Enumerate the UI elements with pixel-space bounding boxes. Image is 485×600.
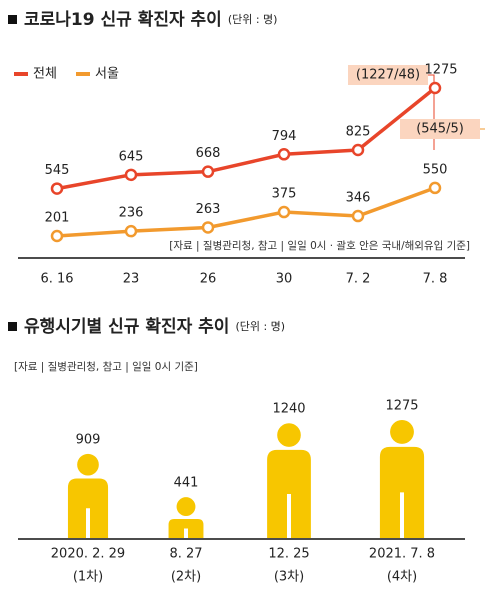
x-tick-label: 7. 2 (346, 272, 371, 287)
legend-label: 전체 (33, 67, 57, 82)
data-point (277, 148, 291, 161)
person-body (67, 478, 109, 538)
data-label: 201 (45, 211, 70, 226)
annotation-box (348, 65, 428, 85)
legend-label: 서울 (95, 67, 119, 82)
data-label: 236 (119, 206, 144, 221)
data-label: 1240 (272, 402, 305, 417)
data-label: 668 (196, 146, 221, 161)
x-tick-sublabel: (4차) (387, 570, 417, 585)
series-line (56, 186, 436, 238)
data-point (351, 143, 365, 157)
data-label: 346 (346, 191, 371, 206)
x-tick-sublabel: (1차) (73, 570, 103, 585)
title-bullet (8, 15, 17, 24)
series-line (56, 86, 437, 191)
person-figure (168, 497, 204, 538)
source-note: [자료 | 질병관리청, 참고 | 일일 0시 · 괄호 안은 국내/해외유입 … (169, 239, 470, 252)
person-head (77, 453, 99, 476)
x-tick-label: 2021. 7. 8 (369, 547, 435, 562)
data-label: 909 (76, 432, 101, 447)
data-point (201, 221, 215, 234)
x-tick-sublabel: (2차) (171, 570, 201, 585)
x-tick-sublabel: (3차) (274, 570, 304, 585)
data-label: 441 (174, 476, 199, 491)
person-body (168, 519, 204, 538)
annotation-box (400, 119, 480, 139)
x-tick-label: 6. 16 (40, 272, 73, 287)
data-point (428, 181, 442, 195)
data-point (124, 224, 138, 238)
data-point (124, 168, 138, 182)
data-point (201, 165, 215, 178)
data-label: 263 (196, 202, 221, 217)
data-point (50, 182, 64, 195)
x-tick-label: 7. 8 (423, 272, 448, 287)
chart-title-group: 코로나19 신규 확진자 추이 (단위 : 명) (24, 10, 277, 30)
person-head (277, 423, 301, 447)
data-point (277, 205, 291, 219)
x-tick-label: 8. 27 (169, 547, 202, 562)
data-label: 1275 (385, 399, 418, 414)
x-tick-label: 26 (200, 272, 217, 287)
person-head (176, 497, 196, 517)
annotation: (1227/48) (356, 68, 420, 83)
x-tick-label: 2020. 2. 29 (51, 547, 125, 562)
data-label: 550 (423, 162, 448, 177)
data-label: 375 (272, 187, 297, 202)
annotation: (545/5) (416, 122, 464, 137)
annotation-connector (478, 128, 485, 130)
source-note: [자료 | 질병관리청, 참고 | 일일 0시 기준] (14, 360, 198, 373)
person-body (379, 446, 425, 538)
x-tick-label: 30 (276, 272, 293, 287)
chart-subtitle: (단위 : 명) (228, 13, 278, 26)
x-tick-label: 23 (123, 272, 140, 287)
chart-title-group: 유행시기별 신규 확진자 추이 (단위 : 명) (24, 317, 285, 337)
data-label: 794 (272, 129, 297, 144)
data-point (351, 209, 365, 223)
person-figure (379, 420, 425, 538)
person-figure (67, 453, 109, 538)
data-label: 545 (45, 163, 70, 178)
title-bullet (8, 322, 17, 331)
data-label: 825 (346, 125, 371, 140)
data-point (428, 81, 442, 95)
data-point (50, 229, 64, 243)
person-body (267, 449, 311, 538)
chart-title: 코로나19 신규 확진자 추이 (24, 10, 222, 30)
data-label: 1275 (424, 63, 457, 78)
chart-subtitle: (단위 : 명) (235, 320, 285, 333)
note-background (88, 237, 473, 254)
x-tick-label: 12. 25 (268, 547, 309, 562)
data-label: 645 (119, 149, 144, 164)
person-head (390, 420, 414, 444)
chart-title: 유행시기별 신규 확진자 추이 (24, 317, 229, 337)
person-figure (267, 423, 311, 538)
